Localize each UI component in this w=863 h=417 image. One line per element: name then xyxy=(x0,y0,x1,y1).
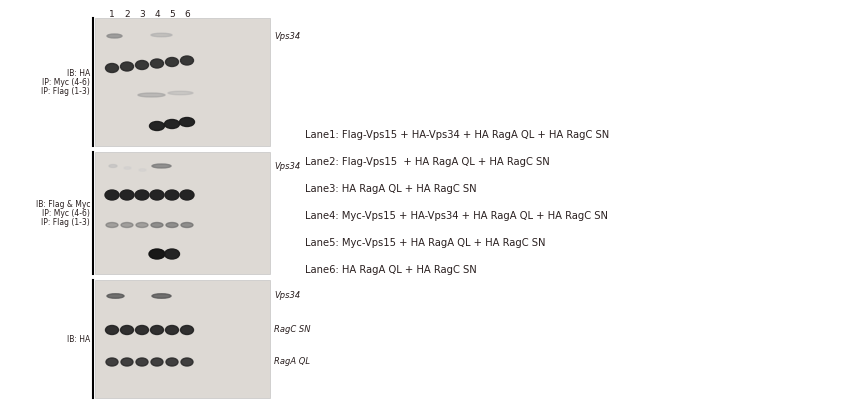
Text: Lane2: Flag-Vps15  + HA RagA QL + HA RagC SN: Lane2: Flag-Vps15 + HA RagA QL + HA RagC… xyxy=(305,157,550,167)
Ellipse shape xyxy=(120,190,134,200)
Ellipse shape xyxy=(180,56,193,65)
Text: RagA QL: RagA QL xyxy=(274,357,310,367)
Ellipse shape xyxy=(180,326,193,334)
Ellipse shape xyxy=(150,190,164,200)
Ellipse shape xyxy=(121,326,134,334)
Text: IB: Flag & Myc: IB: Flag & Myc xyxy=(35,199,90,208)
Ellipse shape xyxy=(135,326,148,334)
FancyBboxPatch shape xyxy=(95,18,270,146)
Ellipse shape xyxy=(180,190,194,200)
Text: 4: 4 xyxy=(154,10,160,19)
Text: RagC SN: RagC SN xyxy=(274,326,311,334)
Ellipse shape xyxy=(106,358,118,366)
Ellipse shape xyxy=(152,164,171,168)
Ellipse shape xyxy=(149,249,165,259)
Ellipse shape xyxy=(139,169,146,171)
Text: 6: 6 xyxy=(184,10,190,19)
Text: IP: Flag (1-3): IP: Flag (1-3) xyxy=(41,218,90,226)
Text: IB: HA: IB: HA xyxy=(66,334,90,344)
Text: Vps34: Vps34 xyxy=(274,161,300,171)
Ellipse shape xyxy=(121,223,133,228)
Text: Lane5: Myc-Vps15 + HA RagA QL + HA RagC SN: Lane5: Myc-Vps15 + HA RagA QL + HA RagC … xyxy=(305,238,545,248)
Ellipse shape xyxy=(165,190,179,200)
Ellipse shape xyxy=(181,358,193,366)
Ellipse shape xyxy=(136,223,148,228)
Ellipse shape xyxy=(151,358,163,366)
Text: Vps34: Vps34 xyxy=(274,291,300,301)
Ellipse shape xyxy=(105,326,118,334)
Ellipse shape xyxy=(149,121,165,131)
Ellipse shape xyxy=(181,223,193,228)
Ellipse shape xyxy=(121,62,134,71)
Ellipse shape xyxy=(166,58,179,66)
Ellipse shape xyxy=(109,164,117,168)
Ellipse shape xyxy=(150,59,163,68)
Ellipse shape xyxy=(152,294,171,298)
Text: 1: 1 xyxy=(109,10,115,19)
Ellipse shape xyxy=(166,223,178,228)
Ellipse shape xyxy=(135,190,149,200)
Text: Lane1: Flag-Vps15 + HA-Vps34 + HA RagA QL + HA RagC SN: Lane1: Flag-Vps15 + HA-Vps34 + HA RagA Q… xyxy=(305,130,609,140)
Text: 2: 2 xyxy=(124,10,129,19)
Text: IB: HA: IB: HA xyxy=(66,68,90,78)
Text: Vps34: Vps34 xyxy=(274,32,300,40)
Ellipse shape xyxy=(166,326,179,334)
Ellipse shape xyxy=(105,63,118,73)
Text: Lane6: HA RagA QL + HA RagC SN: Lane6: HA RagA QL + HA RagC SN xyxy=(305,265,476,275)
Ellipse shape xyxy=(165,249,180,259)
Ellipse shape xyxy=(135,60,148,70)
FancyBboxPatch shape xyxy=(95,152,270,274)
Ellipse shape xyxy=(107,34,122,38)
Ellipse shape xyxy=(107,294,124,298)
Ellipse shape xyxy=(105,190,119,200)
Ellipse shape xyxy=(136,358,148,366)
Ellipse shape xyxy=(121,358,133,366)
Text: Lane3: HA RagA QL + HA RagC SN: Lane3: HA RagA QL + HA RagC SN xyxy=(305,184,476,194)
Text: 5: 5 xyxy=(169,10,175,19)
Ellipse shape xyxy=(106,223,118,228)
Ellipse shape xyxy=(168,91,193,95)
Ellipse shape xyxy=(166,358,178,366)
Ellipse shape xyxy=(151,223,163,228)
Ellipse shape xyxy=(124,167,131,169)
Ellipse shape xyxy=(180,118,194,126)
Ellipse shape xyxy=(165,120,180,128)
Ellipse shape xyxy=(138,93,165,97)
Text: Lane4: Myc-Vps15 + HA-Vps34 + HA RagA QL + HA RagC SN: Lane4: Myc-Vps15 + HA-Vps34 + HA RagA QL… xyxy=(305,211,608,221)
Text: 3: 3 xyxy=(139,10,145,19)
Text: IP: Flag (1-3): IP: Flag (1-3) xyxy=(41,86,90,95)
Ellipse shape xyxy=(150,326,163,334)
Text: IP: Myc (4-6): IP: Myc (4-6) xyxy=(42,208,90,218)
FancyBboxPatch shape xyxy=(95,280,270,398)
Ellipse shape xyxy=(151,33,172,37)
Text: IP: Myc (4-6): IP: Myc (4-6) xyxy=(42,78,90,86)
